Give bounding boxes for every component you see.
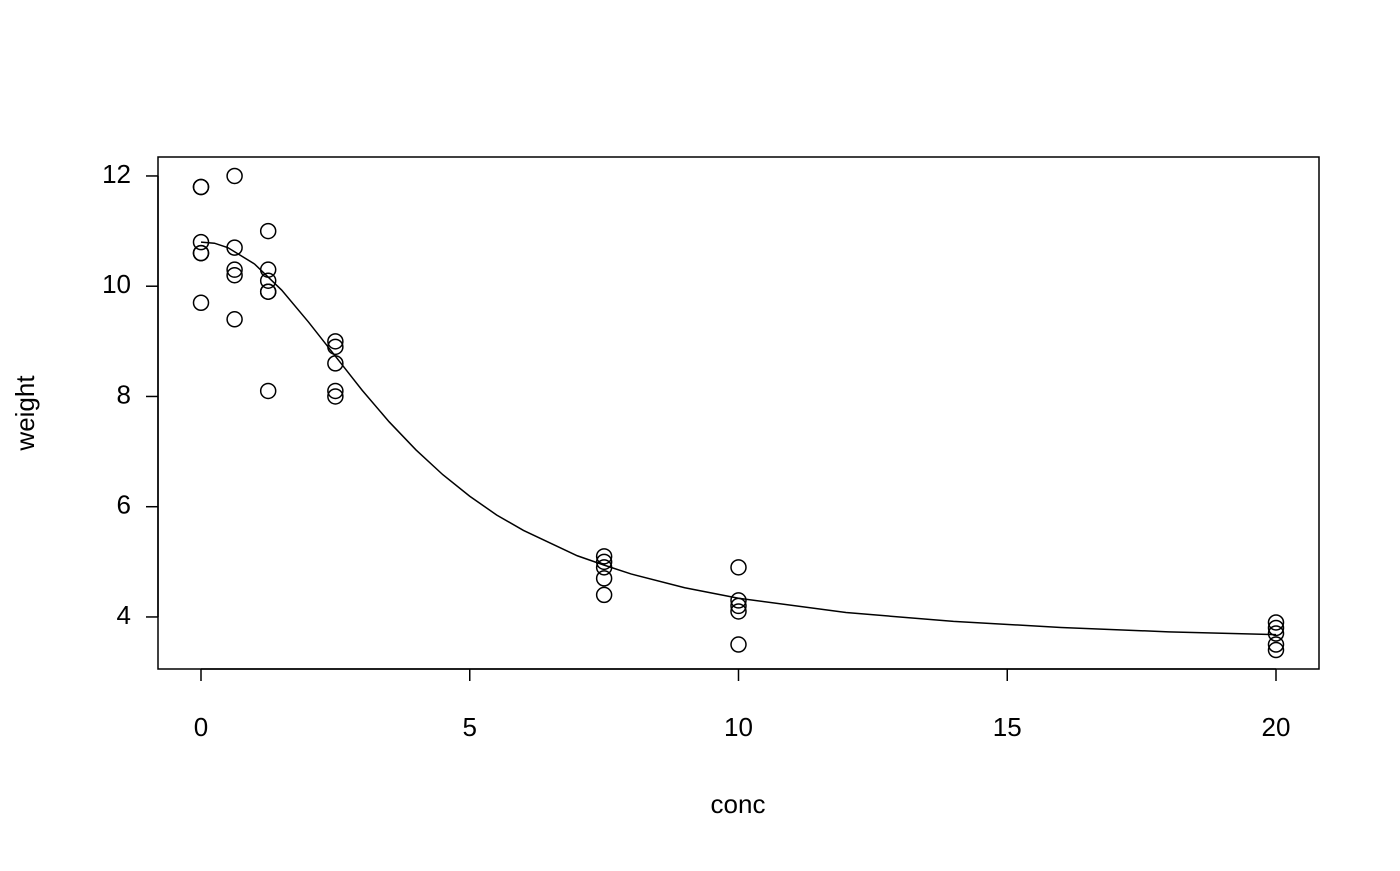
data-point	[327, 388, 344, 405]
data-point	[192, 178, 210, 196]
x-tick-label: 0	[194, 712, 208, 742]
data-point	[730, 603, 747, 620]
data-point	[595, 570, 613, 587]
data-point	[226, 261, 243, 278]
data-point	[1267, 636, 1285, 653]
y-tick-label: 4	[117, 600, 131, 630]
data-point	[595, 586, 613, 604]
x-axis-label: conc	[711, 789, 766, 819]
data-point	[226, 167, 243, 185]
x-tick-label: 5	[463, 712, 477, 742]
data-point	[1267, 619, 1285, 637]
data-point	[730, 592, 747, 609]
y-tick-label: 12	[102, 159, 131, 189]
x-tick-label: 20	[1262, 712, 1291, 742]
data-point	[1267, 625, 1285, 642]
data-point	[327, 333, 344, 350]
y-axis-label: weight	[10, 375, 40, 452]
data-point	[259, 382, 277, 400]
data-point	[259, 283, 277, 300]
y-tick-label: 8	[117, 379, 131, 409]
y-tick-label: 10	[102, 269, 131, 299]
y-tick-label: 6	[117, 490, 131, 520]
fitted-curve	[200, 241, 1277, 636]
data-point	[1267, 614, 1285, 631]
data-point	[192, 294, 210, 312]
data-point	[327, 382, 344, 400]
data-point	[259, 222, 277, 240]
data-point	[730, 559, 747, 576]
data-point	[226, 311, 243, 328]
data-point	[192, 244, 210, 262]
data-point	[730, 636, 747, 653]
x-tick-label: 15	[993, 712, 1022, 742]
data-point	[1267, 641, 1285, 659]
data-point	[226, 266, 243, 284]
data-point	[226, 239, 243, 256]
x-tick-label: 10	[724, 712, 753, 742]
data-point	[595, 548, 613, 565]
data-point	[259, 272, 277, 289]
